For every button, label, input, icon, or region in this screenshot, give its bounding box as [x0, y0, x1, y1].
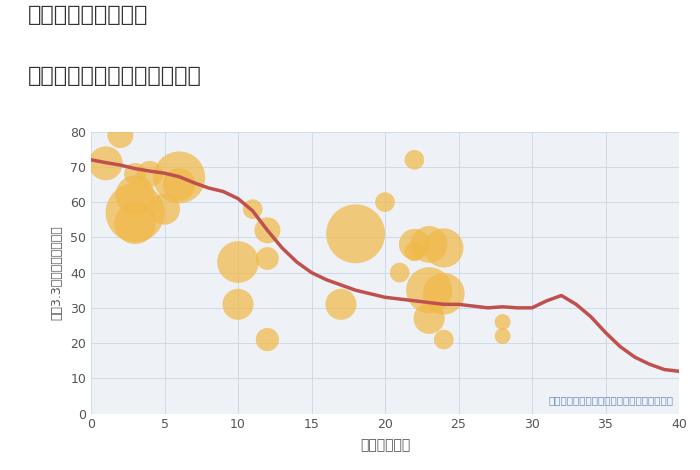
Point: [144, 170, 155, 178]
Point: [232, 258, 244, 266]
Point: [130, 219, 141, 227]
Point: [174, 180, 185, 188]
Y-axis label: 坪（3.3㎡）単価（万円）: 坪（3.3㎡）単価（万円）: [50, 225, 63, 320]
Point: [100, 159, 111, 167]
Point: [424, 315, 435, 322]
Point: [130, 191, 141, 199]
Point: [247, 205, 258, 213]
Point: [379, 198, 391, 206]
Point: [130, 209, 141, 216]
Point: [409, 248, 420, 255]
Point: [159, 205, 170, 213]
Point: [424, 241, 435, 248]
Text: 三重県鈴鹿市深溝町: 三重県鈴鹿市深溝町: [28, 5, 148, 25]
Point: [497, 332, 508, 340]
Text: 築年数別中古マンション価格: 築年数別中古マンション価格: [28, 66, 202, 86]
Point: [174, 174, 185, 181]
Point: [130, 170, 141, 178]
Point: [497, 318, 508, 326]
Point: [424, 286, 435, 294]
Point: [262, 255, 273, 262]
Point: [350, 230, 361, 237]
Point: [438, 336, 449, 343]
Point: [262, 227, 273, 234]
Text: 円の大きさは、取引のあった物件面積を示す: 円の大きさは、取引のあった物件面積を示す: [548, 395, 673, 405]
Point: [115, 131, 126, 139]
Point: [409, 241, 420, 248]
Point: [232, 301, 244, 308]
Point: [438, 290, 449, 298]
Point: [335, 301, 346, 308]
X-axis label: 築年数（年）: 築年数（年）: [360, 439, 410, 453]
Point: [394, 269, 405, 276]
Point: [262, 336, 273, 343]
Point: [409, 156, 420, 164]
Point: [438, 244, 449, 252]
